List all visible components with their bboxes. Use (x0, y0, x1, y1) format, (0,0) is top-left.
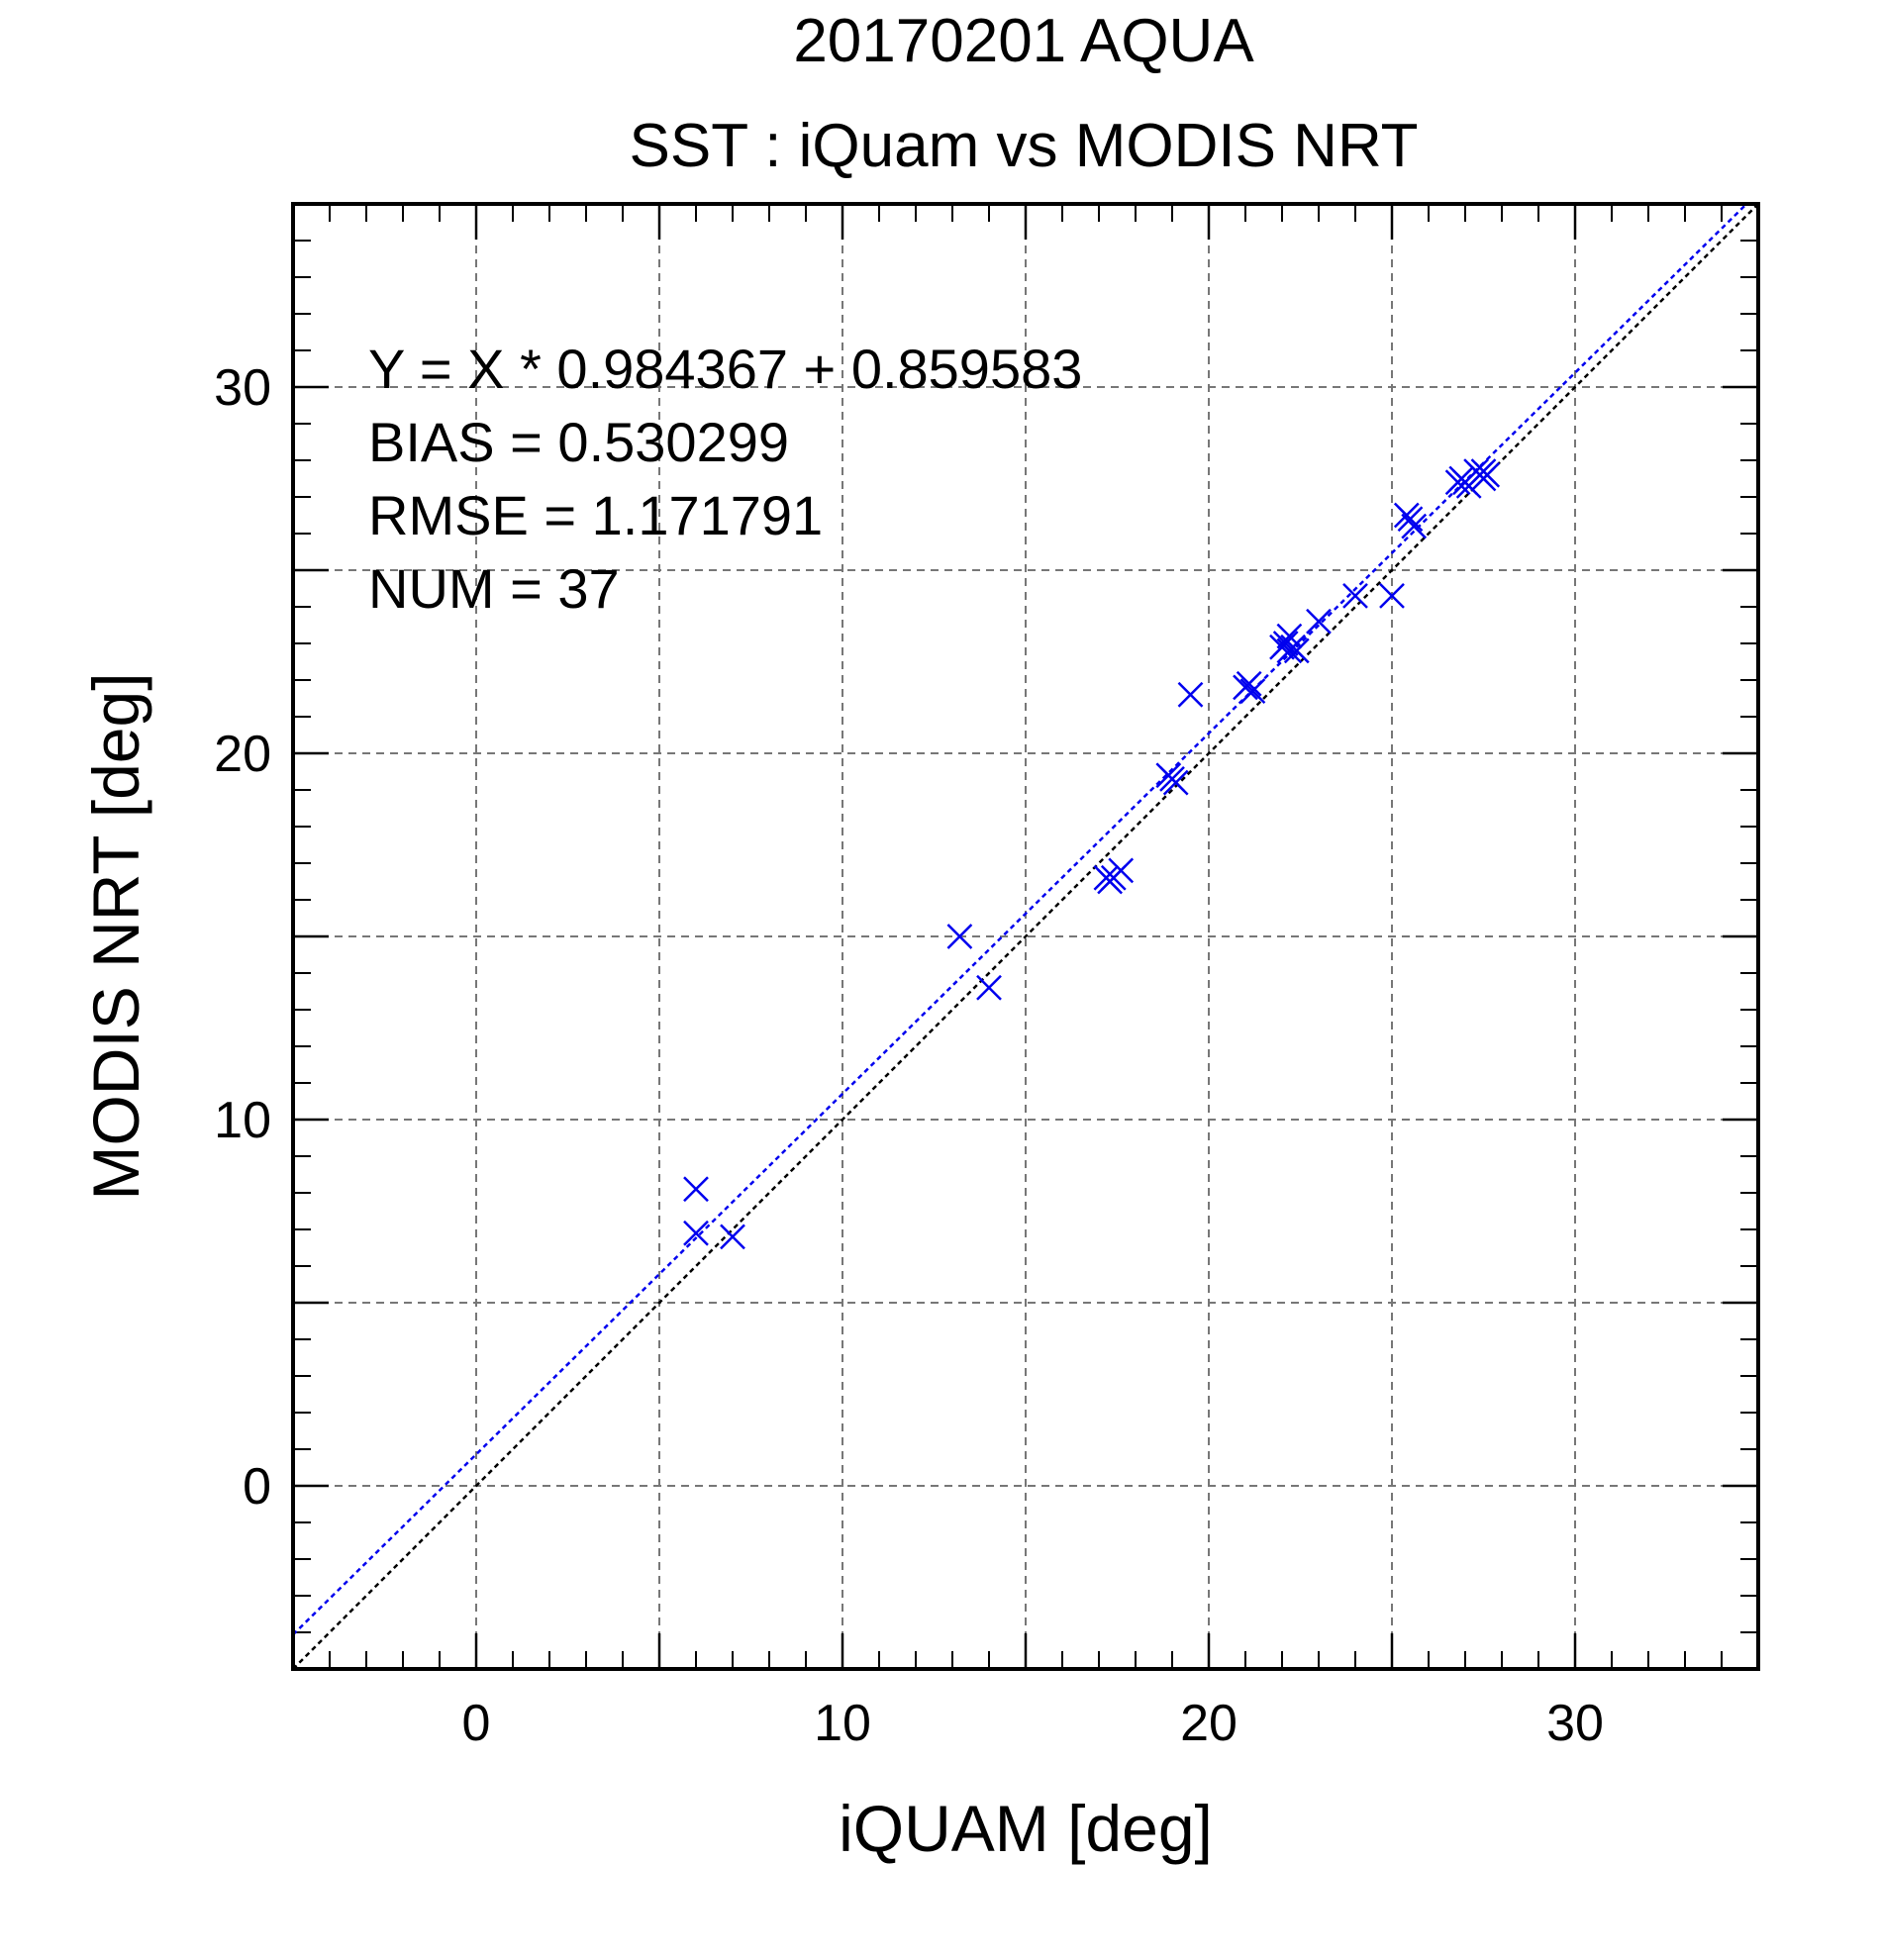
data-point (1401, 513, 1428, 539)
stats-line: BIAS = 0.530299 (368, 411, 789, 473)
x-tick-label: 0 (462, 1695, 491, 1752)
chart-subtitle: SST : iQuam vs MODIS NRT (630, 112, 1419, 180)
y-axis-label: MODIS NRT [deg] (79, 672, 152, 1200)
data-point (1283, 637, 1310, 664)
data-points (683, 458, 1501, 1250)
grid-lines (293, 204, 1758, 1669)
identity-line (293, 204, 1758, 1669)
data-point (1272, 631, 1299, 656)
x-tick-label: 30 (1546, 1695, 1604, 1752)
x-tick-labels: 0 10 20 30 (462, 1695, 1604, 1752)
data-point (1306, 608, 1332, 635)
y-tick-label: 0 (243, 1458, 271, 1516)
y-tick-labels: 0 10 20 30 (214, 359, 271, 1516)
minor-ticks (293, 204, 1758, 1669)
data-point (976, 974, 1002, 1001)
data-point (946, 924, 973, 949)
data-point (1177, 681, 1204, 708)
data-point (1239, 678, 1266, 704)
stats-line: NUM = 37 (368, 557, 620, 620)
data-point (1162, 769, 1189, 796)
data-point (683, 1220, 709, 1246)
data-point (1379, 583, 1405, 609)
stats-line: Y = X * 0.984367 + 0.859583 (368, 338, 1082, 400)
data-point (1108, 857, 1135, 884)
major-ticks (293, 204, 1758, 1669)
data-point (1236, 670, 1262, 697)
x-tick-label: 20 (1180, 1695, 1238, 1752)
data-point (720, 1224, 745, 1250)
data-point (1342, 583, 1368, 609)
stats-annotation: Y = X * 0.984367 + 0.859583 BIAS = 0.5302… (368, 338, 1082, 620)
y-tick-label: 30 (214, 359, 271, 417)
stats-line: RMSE = 1.171791 (368, 484, 823, 546)
x-axis-label: iQUAM [deg] (839, 1792, 1213, 1865)
chart-title: 20170201 AQUA (793, 7, 1254, 75)
data-point (683, 1176, 709, 1203)
data-point (1397, 506, 1424, 533)
plot-frame (291, 202, 1760, 1671)
y-tick-label: 10 (214, 1092, 271, 1149)
reference-lines (293, 204, 1758, 1669)
y-tick-label: 20 (214, 726, 271, 783)
x-tick-label: 10 (814, 1695, 871, 1752)
data-point (1474, 461, 1501, 488)
regression-line (293, 204, 1749, 1636)
